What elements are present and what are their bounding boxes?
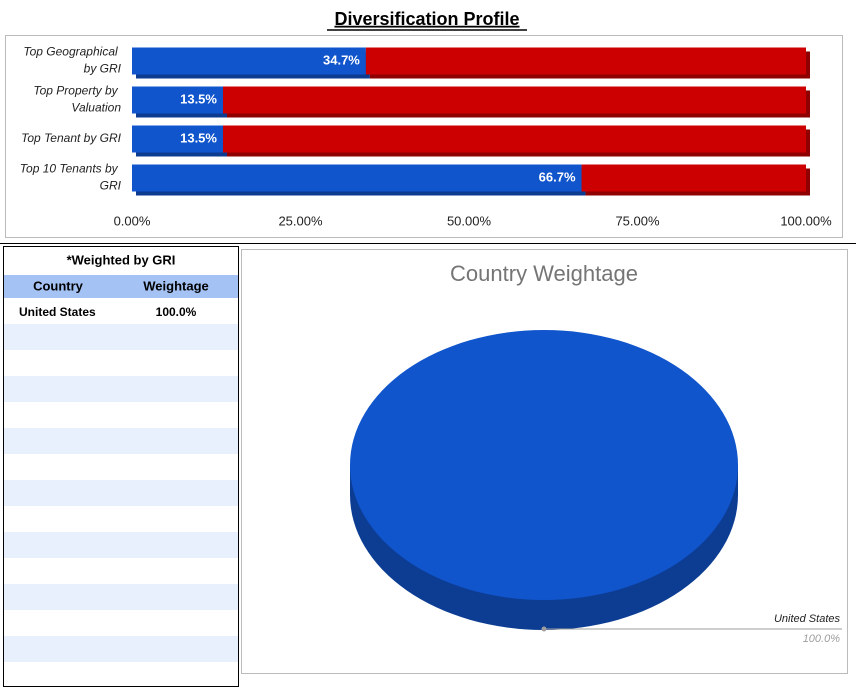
bar [222,86,807,114]
table-header-bg [4,275,238,298]
bar [132,86,223,114]
table-header: Country [33,278,84,293]
bar [222,125,807,153]
value-label: 34.7% [323,52,360,67]
table-stripe [4,584,238,610]
table-stripe [4,532,238,558]
pie-value-label: 100.0% [803,633,841,645]
value-label: 13.5% [180,130,217,145]
table-cell: United States [19,305,96,319]
bar [581,164,806,192]
page-title: Diversification Profile [334,9,519,29]
value-label: 66.7% [539,169,576,184]
table-title: *Weighted by GRI [67,252,176,267]
x-tick-label: 75.00% [615,213,660,228]
table-cell: 100.0% [156,305,197,319]
bar [365,47,806,75]
pie-slice [350,330,738,600]
bar [132,164,582,192]
bar [132,125,223,153]
bar [132,47,366,75]
bar-panel [5,35,843,238]
x-tick-label: 100.00% [780,213,832,228]
pie-panel [241,249,848,674]
table-stripe [4,480,238,506]
x-tick-label: 25.00% [278,213,323,228]
pie-label: United States [774,613,841,625]
table-stripe [4,428,238,454]
table-header: Weightage [143,278,209,293]
x-tick-label: 0.00% [114,213,151,228]
y-tick-label: Top Tenant by GRI [21,131,122,145]
y-tick-label: Top Geographical by GRI [23,45,121,76]
table-stripe [4,376,238,402]
y-tick-label: Top 10 Tenants by GRI [20,162,122,193]
value-label: 13.5% [180,91,217,106]
x-tick-label: 50.00% [447,213,492,228]
pie-title: Country Weightage [450,261,638,286]
table-stripe [4,324,238,350]
table-stripe [4,636,238,662]
y-tick-label: Top Property by Valuation [33,84,121,115]
table-panel [3,246,239,687]
